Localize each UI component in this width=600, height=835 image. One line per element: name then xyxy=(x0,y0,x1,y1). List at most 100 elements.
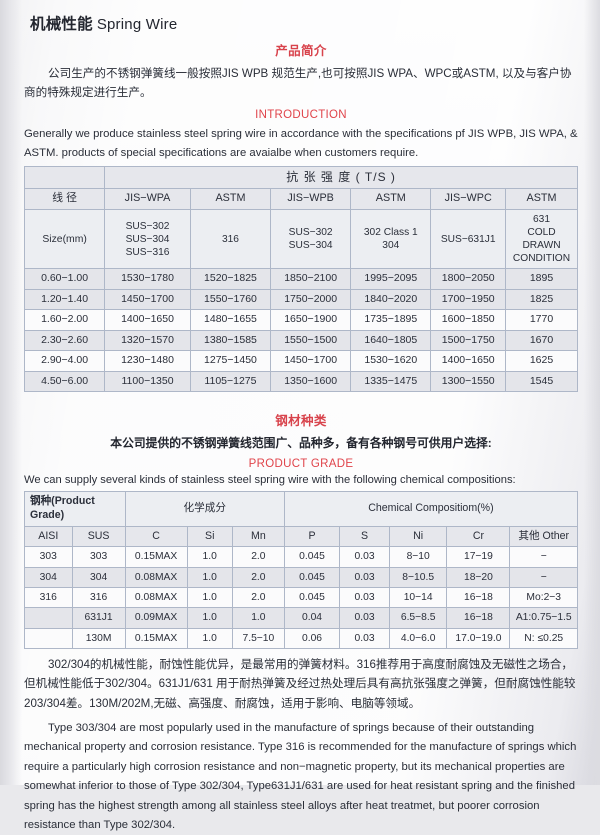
cell-ni: 8−10 xyxy=(388,546,448,568)
cell-aisi xyxy=(24,607,73,629)
cell-p: 0.04 xyxy=(283,607,341,629)
cell-mn: 7.5−10 xyxy=(231,627,285,650)
cell-value: 1500−1750 xyxy=(430,329,507,352)
cell-value: 1400−1650 xyxy=(430,350,507,372)
col-header-sus: SUS xyxy=(71,525,126,548)
cell-value: 1450−1700 xyxy=(270,350,352,372)
cell-sus: 304 xyxy=(71,566,126,589)
section-heading-grade-en: PRODUCT GRADE xyxy=(248,458,354,471)
cell-size: 0.60−1.00 xyxy=(23,268,106,290)
tensile-strength-table: 抗 张 强 度 ( T/S ) 线 径 JIS−WPA ASTM JIS−WPB… xyxy=(23,166,578,393)
cell-p: 0.06 xyxy=(283,627,341,650)
cell-value: 1550−1760 xyxy=(189,288,272,311)
header-std-0: JIS−WPA xyxy=(104,188,191,211)
cell-si: 1.0 xyxy=(186,546,233,568)
cell-c: 0.09MAX xyxy=(124,607,188,629)
cell-value: 1895 xyxy=(505,268,578,290)
header-grade-4: SUS−631J1 xyxy=(430,209,507,270)
col-header-aisi: AISI xyxy=(24,525,73,548)
cell-s: 0.03 xyxy=(339,607,390,629)
cell-sus: 631J1 xyxy=(71,607,126,629)
cell-value: 1625 xyxy=(505,350,578,372)
cell-value: 1450−1700 xyxy=(104,288,191,311)
cell-value: 1650−1900 xyxy=(270,309,352,331)
cell-cr: 18−20 xyxy=(446,566,511,589)
cell-value: 1350−1600 xyxy=(270,370,352,393)
cell-size: 2.30−2.60 xyxy=(23,329,106,352)
cell-value: 1850−2100 xyxy=(270,268,352,290)
header-grade-3: 302 Class 1 304 xyxy=(350,209,432,270)
cell-c: 0.15MAX xyxy=(124,546,188,568)
cell-c: 0.15MAX xyxy=(124,627,188,650)
cell-aisi xyxy=(24,627,73,650)
cell-size: 1.60−2.00 xyxy=(23,309,106,331)
header-size-cn: 线 径 xyxy=(23,188,106,211)
table-row: 1.20−1.40 1450−1700 1550−1760 1750−2000 … xyxy=(23,288,578,311)
grade-line-en: We can supply several kinds of stainless… xyxy=(24,474,516,487)
cell-other: N: ≤0.25 xyxy=(509,627,578,650)
cell-ni: 8−10.5 xyxy=(388,566,448,589)
cell-value: 1670 xyxy=(505,329,578,352)
header-std-4: JIS−WPC xyxy=(430,188,507,211)
group-label-chem-en: Chemical Compositiom(%) xyxy=(283,491,579,527)
cell-aisi: 316 xyxy=(24,587,73,609)
cell-aisi: 304 xyxy=(24,566,73,589)
cell-size: 1.20−1.40 xyxy=(23,288,106,311)
cell-other: A1:0.75−1.5 xyxy=(509,607,578,629)
group-label-chem-cn: 化学成分 xyxy=(124,491,285,527)
cell-value: 1750−2000 xyxy=(270,288,352,311)
cell-size: 4.50−6.00 xyxy=(23,370,106,393)
cell-other: − xyxy=(509,566,578,589)
cell-value: 1320−1570 xyxy=(104,329,191,352)
cell-s: 0.03 xyxy=(339,587,390,609)
col-header-p: P xyxy=(283,525,341,548)
table-header-grades: Size(mm) SUS−302 SUS−304 SUS−316 316 SUS−3… xyxy=(23,209,578,270)
col-header-c: C xyxy=(124,525,188,548)
cell-s: 0.03 xyxy=(339,627,390,650)
cell-s: 0.03 xyxy=(339,546,390,568)
cell-cr: 16−18 xyxy=(446,607,511,629)
cell-value: 1840−2020 xyxy=(350,288,432,311)
group-label-product-grade: 钢种(Product Grade) xyxy=(24,491,126,527)
cell-si: 1.0 xyxy=(186,587,233,609)
tensile-banner: 抗 张 强 度 ( T/S ) xyxy=(104,166,578,190)
table-row: 316 316 0.08MAX 1.0 2.0 0.045 0.03 10−14… xyxy=(24,587,578,609)
header-grade-1: 316 xyxy=(189,209,272,270)
grade-line-cn: 本公司提供的不锈钢弹簧线范围广、品种多，备有各种钢号可供用户选择: xyxy=(110,436,492,451)
cell-sus: 303 xyxy=(71,546,126,568)
table-row: 304 304 0.08MAX 1.0 2.0 0.045 0.03 8−10.… xyxy=(24,566,578,589)
cell-value: 1825 xyxy=(505,288,578,311)
header-std-5: ASTM xyxy=(505,188,578,211)
header-std-1: ASTM xyxy=(189,188,272,211)
cell-other: Mo:2−3 xyxy=(509,587,578,609)
table-row: 303 303 0.15MAX 1.0 2.0 0.045 0.03 8−10 … xyxy=(24,546,578,568)
cell-value: 1380−1585 xyxy=(189,329,272,352)
cell-mn: 2.0 xyxy=(231,546,285,568)
cell-sus: 130M xyxy=(71,627,126,650)
cell-value: 1640−1805 xyxy=(350,329,432,352)
intro-paragraph-cn: 公司生产的不锈钢弹簧线一般按照JIS WPB 规范生产,也可按照JIS WPA、… xyxy=(24,67,572,100)
col-header-mn: Mn xyxy=(231,525,285,548)
table-row: 1.60−2.00 1400−1650 1480−1655 1650−1900 … xyxy=(23,309,578,331)
cell-si: 1.0 xyxy=(186,566,233,589)
cell-value: 1550−1500 xyxy=(270,329,352,352)
table-header-row: AISI SUS C Si Mn P S Ni Cr 其他 Other xyxy=(24,525,578,548)
cell-value: 1530−1620 xyxy=(350,350,432,372)
cell-c: 0.08MAX xyxy=(124,566,188,589)
table-row: 2.90−4.00 1230−1480 1275−1450 1450−1700 … xyxy=(23,350,578,372)
cell-value: 1520−1825 xyxy=(189,268,272,290)
footer-paragraph-en: Type 303/304 are most popularly used in … xyxy=(24,721,577,832)
cell-c: 0.08MAX xyxy=(124,587,188,609)
chemical-composition-table: 钢种(Product Grade) 化学成分 Chemical Composit… xyxy=(24,491,579,650)
cell-value: 1400−1650 xyxy=(104,309,191,331)
cell-cr: 17−19 xyxy=(446,546,511,568)
intro-paragraph-en: Generally we produce stainless steel spr… xyxy=(24,128,578,159)
col-header-other: 其他 Other xyxy=(509,525,578,548)
cell-p: 0.045 xyxy=(283,566,341,589)
cell-mn: 1.0 xyxy=(231,607,285,629)
cell-value: 1800−2050 xyxy=(430,268,507,290)
cell-si: 1.0 xyxy=(186,627,233,650)
cell-cr: 17.0−19.0 xyxy=(446,627,511,650)
cell-value: 1770 xyxy=(505,309,578,331)
cell-value: 1105−1275 xyxy=(189,370,272,393)
